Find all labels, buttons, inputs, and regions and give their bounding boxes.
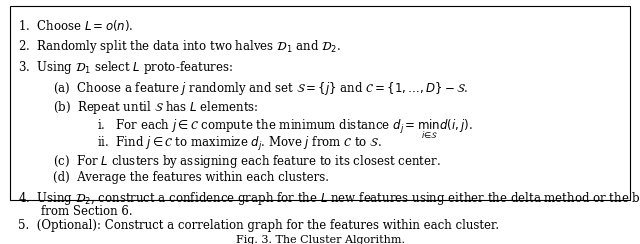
Text: 2.  Randomly split the data into two halves $\mathcal{D}_1$ and $\mathcal{D}_2$.: 2. Randomly split the data into two halv…: [18, 38, 340, 55]
Text: from Section 6.: from Section 6.: [41, 205, 132, 218]
Text: 4.  Using $\mathcal{D}_2$, construct a confidence graph for the $L$ new features: 4. Using $\mathcal{D}_2$, construct a co…: [18, 190, 640, 207]
Text: (d)  Average the features within each clusters.: (d) Average the features within each clu…: [54, 171, 330, 184]
Text: 5.  (Optional): Construct a correlation graph for the features within each clust: 5. (Optional): Construct a correlation g…: [18, 219, 499, 232]
Text: Fig. 3. The Cluster Algorithm.: Fig. 3. The Cluster Algorithm.: [236, 235, 404, 244]
Text: ii.  Find $j \in \mathcal{C}$ to maximize $d_j$. Move $j$ from $\mathcal{C}$ to : ii. Find $j \in \mathcal{C}$ to maximize…: [97, 135, 382, 153]
Text: (c)  For $L$ clusters by assigning each feature to its closest center.: (c) For $L$ clusters by assigning each f…: [54, 153, 442, 170]
Text: i.   For each $j \in \mathcal{C}$ compute the minimum distance $d_j = \min_{i\in: i. For each $j \in \mathcal{C}$ compute …: [97, 118, 474, 141]
Text: (a)  Choose a feature $j$ randomly and set $\mathcal{S} = \{j\}$ and $\mathcal{C: (a) Choose a feature $j$ randomly and se…: [54, 80, 469, 97]
Text: 1.  Choose $L = o(n)$.: 1. Choose $L = o(n)$.: [18, 18, 133, 33]
Text: (b)  Repeat until $\mathcal{S}$ has $L$ elements:: (b) Repeat until $\mathcal{S}$ has $L$ e…: [54, 99, 259, 116]
Text: 3.  Using $\mathcal{D}_1$ select $L$ proto-features:: 3. Using $\mathcal{D}_1$ select $L$ prot…: [18, 59, 233, 76]
FancyBboxPatch shape: [10, 6, 630, 200]
